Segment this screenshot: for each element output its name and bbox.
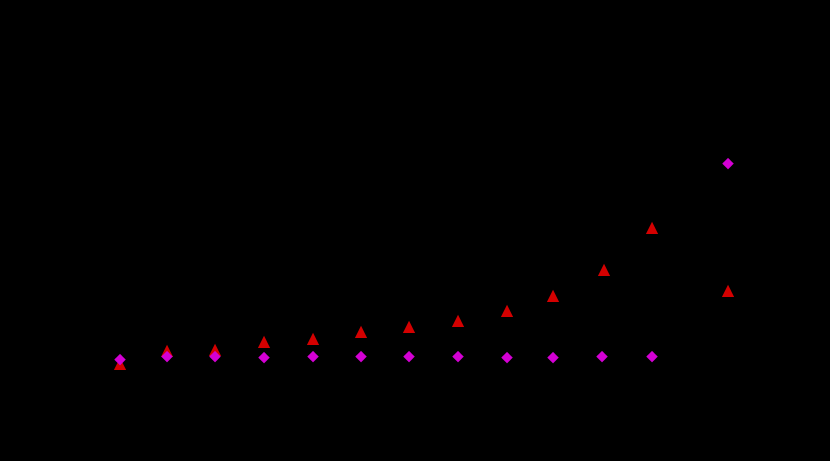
red-triangles-marker: ▲ <box>306 328 320 347</box>
red-triangles-marker: ▲ <box>354 321 368 340</box>
magenta-diamonds-marker: ◆ <box>258 347 270 366</box>
red-triangles-marker: ▲ <box>597 259 611 278</box>
magenta-diamonds-marker: ◆ <box>501 347 513 366</box>
magenta-diamonds-marker: ◆ <box>596 346 608 365</box>
magenta-diamonds-marker: ◆ <box>452 346 464 365</box>
magenta-diamonds-marker: ◆ <box>722 153 734 172</box>
magenta-diamonds-marker: ◆ <box>403 346 415 365</box>
red-triangles-marker: ▲ <box>500 300 514 319</box>
red-triangles-marker: ▲ <box>208 339 222 358</box>
red-triangles-marker: ▲ <box>645 217 659 236</box>
magenta-diamonds-marker: ◆ <box>547 347 559 366</box>
red-triangles-marker: ▲ <box>402 316 416 335</box>
red-triangles-marker: ▲ <box>451 310 465 329</box>
magenta-diamonds-marker: ◆ <box>307 346 319 365</box>
magenta-diamonds-marker: ◆ <box>161 346 173 365</box>
red-triangles-marker: ▲ <box>546 285 560 304</box>
magenta-diamonds-marker: ◆ <box>209 346 221 365</box>
red-triangles-marker: ▲ <box>257 331 271 350</box>
red-triangles-marker: ▲ <box>113 353 127 372</box>
magenta-diamonds-marker: ◆ <box>355 346 367 365</box>
red-triangles-marker: ▲ <box>160 340 174 359</box>
red-triangles-marker: ▲ <box>721 280 735 299</box>
magenta-diamonds-marker: ◆ <box>646 346 658 365</box>
magenta-diamonds-marker: ◆ <box>114 349 126 368</box>
